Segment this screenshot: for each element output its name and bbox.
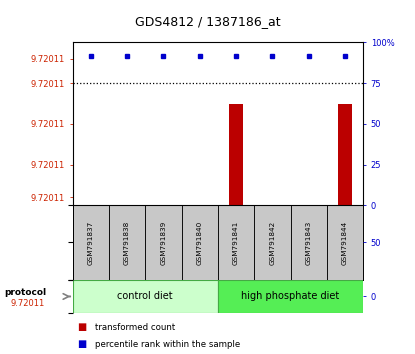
Text: high phosphate diet: high phosphate diet [242, 291, 339, 302]
Text: percentile rank within the sample: percentile rank within the sample [95, 339, 241, 349]
Bar [290, 205, 327, 280]
Bar [109, 205, 145, 280]
Bar [338, 104, 352, 205]
Bar [218, 280, 363, 313]
Text: ■: ■ [77, 322, 86, 332]
Text: GSM791844: GSM791844 [342, 220, 348, 265]
Bar [145, 205, 181, 280]
Bar [254, 205, 290, 280]
Text: 9.72011: 9.72011 [10, 299, 45, 308]
Text: GSM791839: GSM791839 [161, 220, 166, 265]
Bar [229, 104, 243, 205]
Text: protocol: protocol [4, 288, 46, 297]
Text: transformed count: transformed count [95, 323, 176, 332]
Text: GSM791842: GSM791842 [269, 220, 275, 265]
Bar [218, 205, 254, 280]
Text: GDS4812 / 1387186_at: GDS4812 / 1387186_at [135, 15, 280, 28]
Bar [327, 205, 363, 280]
Text: GSM791843: GSM791843 [306, 220, 312, 265]
Bar [73, 280, 218, 313]
Text: GSM791841: GSM791841 [233, 220, 239, 265]
Text: control diet: control diet [117, 291, 173, 302]
Text: GSM791838: GSM791838 [124, 220, 130, 265]
Text: GSM791837: GSM791837 [88, 220, 94, 265]
Bar [181, 205, 218, 280]
Bar [73, 205, 109, 280]
Text: GSM791840: GSM791840 [197, 220, 203, 265]
Text: ■: ■ [77, 339, 86, 349]
